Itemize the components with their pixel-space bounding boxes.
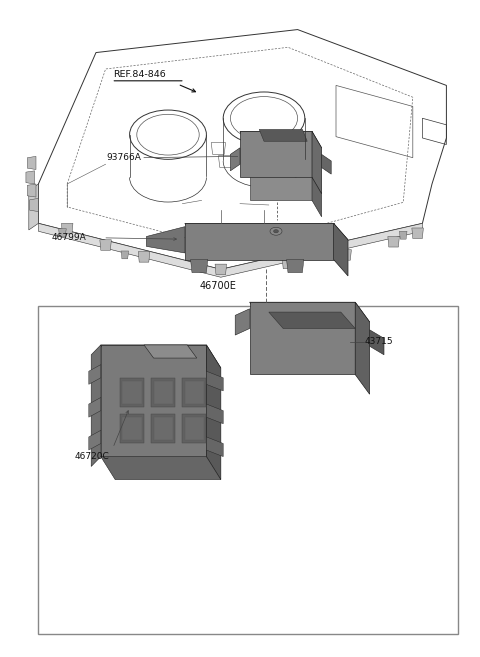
Polygon shape: [27, 184, 36, 197]
Polygon shape: [370, 330, 384, 355]
Polygon shape: [100, 240, 111, 250]
Polygon shape: [206, 404, 223, 424]
Polygon shape: [185, 223, 348, 240]
Polygon shape: [91, 345, 101, 466]
Polygon shape: [182, 414, 206, 443]
Polygon shape: [259, 129, 307, 141]
Polygon shape: [26, 171, 35, 184]
Polygon shape: [215, 264, 227, 275]
Polygon shape: [191, 260, 208, 273]
Polygon shape: [146, 227, 185, 253]
Polygon shape: [206, 345, 221, 480]
Polygon shape: [332, 248, 340, 256]
Polygon shape: [29, 184, 38, 230]
Polygon shape: [182, 378, 206, 407]
Polygon shape: [312, 131, 322, 194]
Text: 46799A: 46799A: [52, 233, 86, 242]
Polygon shape: [59, 229, 66, 237]
Polygon shape: [269, 312, 355, 328]
Polygon shape: [235, 309, 250, 335]
Ellipse shape: [270, 227, 282, 235]
Polygon shape: [185, 223, 334, 260]
Polygon shape: [240, 131, 312, 177]
Polygon shape: [151, 414, 175, 443]
Polygon shape: [334, 223, 348, 276]
Polygon shape: [122, 381, 142, 404]
Polygon shape: [121, 251, 129, 259]
Polygon shape: [312, 177, 322, 217]
Polygon shape: [250, 177, 312, 200]
Polygon shape: [185, 381, 204, 404]
Polygon shape: [38, 223, 422, 277]
Text: 46700E: 46700E: [200, 281, 237, 291]
Polygon shape: [185, 417, 204, 440]
Text: REF.84-846: REF.84-846: [113, 70, 166, 79]
Polygon shape: [282, 258, 294, 269]
Polygon shape: [151, 378, 175, 407]
Polygon shape: [206, 437, 223, 457]
Polygon shape: [144, 345, 197, 358]
Polygon shape: [399, 231, 407, 239]
Polygon shape: [89, 365, 101, 384]
Polygon shape: [101, 345, 221, 368]
Polygon shape: [138, 252, 150, 262]
Polygon shape: [340, 250, 351, 260]
Text: 46720C: 46720C: [74, 452, 109, 461]
Polygon shape: [355, 302, 370, 394]
Bar: [38, 306, 458, 634]
Polygon shape: [27, 156, 36, 170]
Polygon shape: [120, 414, 144, 443]
Polygon shape: [250, 302, 370, 322]
Polygon shape: [61, 223, 73, 234]
Polygon shape: [89, 430, 101, 450]
Polygon shape: [120, 378, 144, 407]
Polygon shape: [230, 148, 240, 171]
Polygon shape: [154, 381, 173, 404]
Polygon shape: [89, 397, 101, 417]
Text: 93766A: 93766A: [107, 153, 142, 162]
Text: 43715: 43715: [365, 337, 394, 346]
Polygon shape: [250, 302, 355, 374]
Polygon shape: [154, 417, 173, 440]
Polygon shape: [101, 457, 221, 480]
Polygon shape: [322, 154, 331, 174]
Polygon shape: [412, 228, 423, 238]
Polygon shape: [388, 237, 399, 247]
Polygon shape: [206, 371, 223, 391]
Polygon shape: [287, 260, 304, 273]
Polygon shape: [240, 131, 322, 148]
Ellipse shape: [274, 230, 278, 233]
Polygon shape: [122, 417, 142, 440]
Polygon shape: [101, 345, 206, 457]
Polygon shape: [30, 198, 38, 212]
